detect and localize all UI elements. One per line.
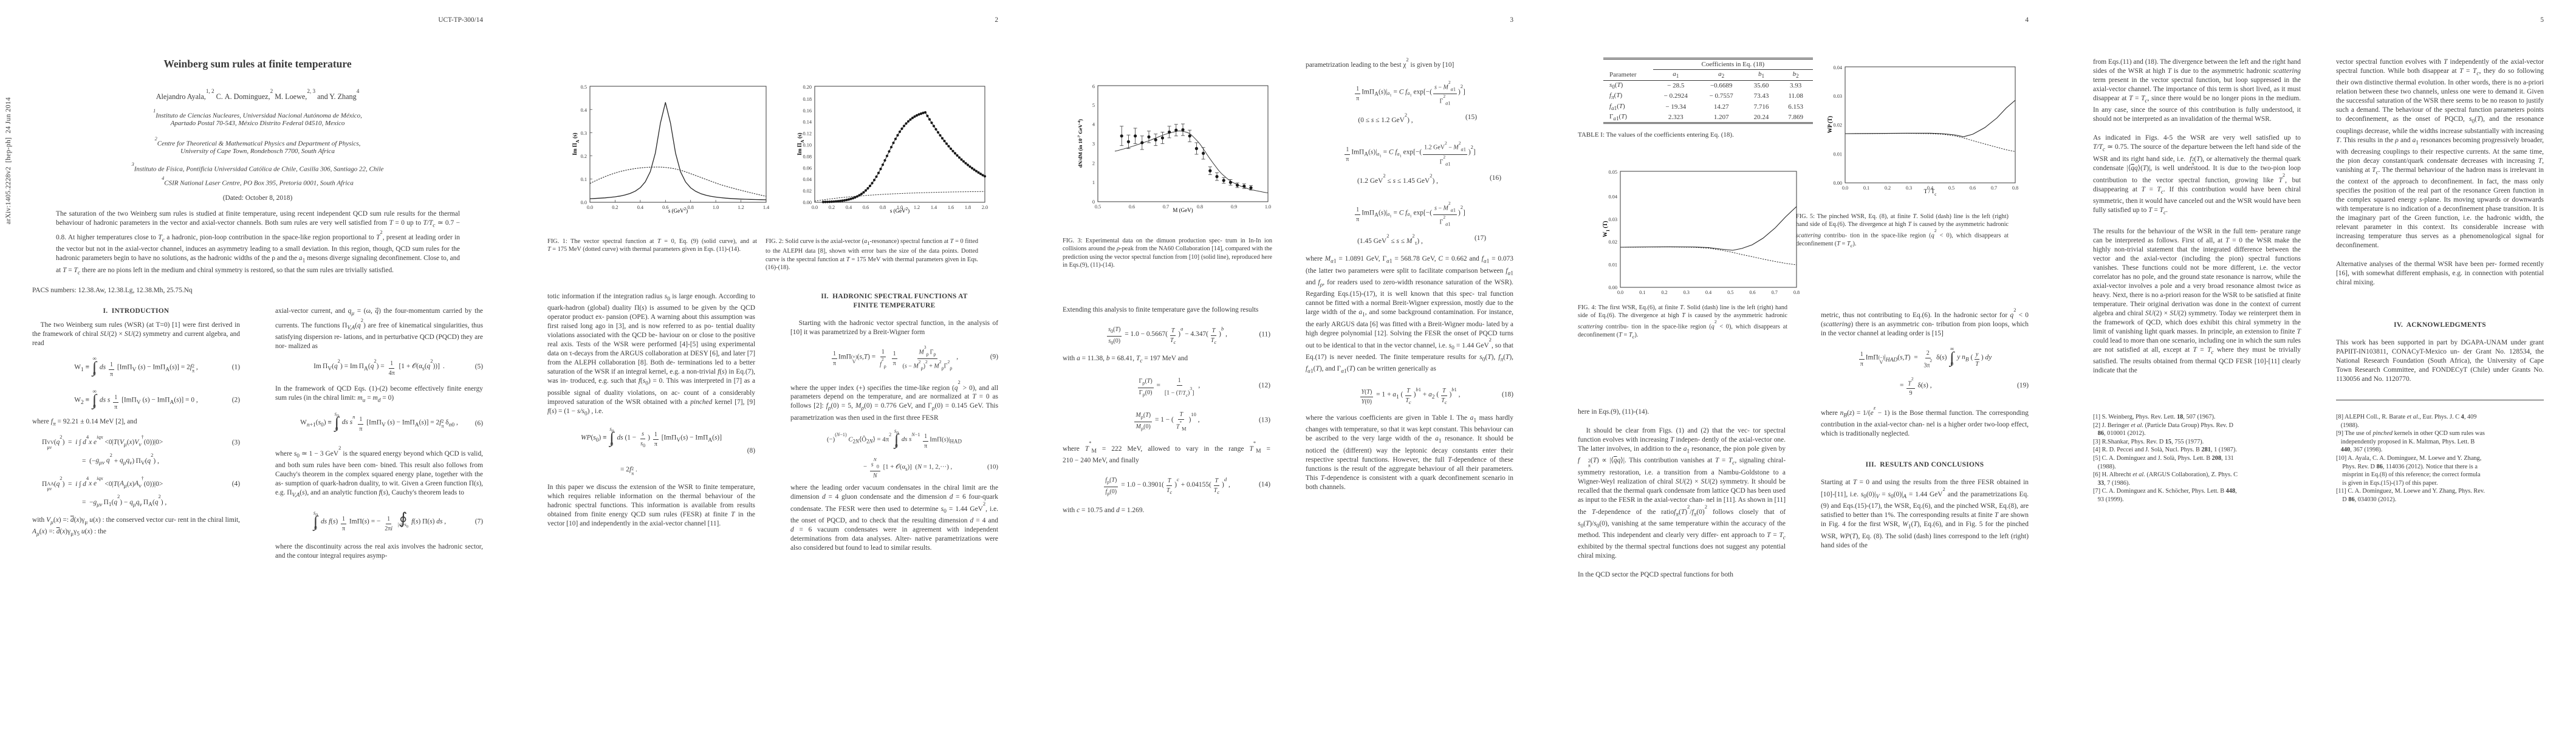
svg-text:0.8: 0.8 <box>1793 290 1800 295</box>
svg-text:0.01: 0.01 <box>1608 262 1617 268</box>
svg-text:T / Tc: T / Tc <box>1924 188 1937 197</box>
svg-text:0.3: 0.3 <box>1906 185 1912 191</box>
svg-text:0.7: 0.7 <box>1991 185 1997 191</box>
svg-text:0.02: 0.02 <box>1833 123 1842 128</box>
svg-text:0.00: 0.00 <box>1833 180 1842 186</box>
svg-text:2.0: 2.0 <box>982 205 988 210</box>
svg-text:0.04: 0.04 <box>1608 194 1617 199</box>
svg-text:0.5: 0.5 <box>1727 290 1733 295</box>
svg-text:0.2: 0.2 <box>612 205 618 210</box>
svg-text:1.8: 1.8 <box>965 205 971 210</box>
svg-text:4: 4 <box>1092 122 1095 128</box>
svg-text:0.8: 0.8 <box>2012 185 2018 191</box>
svg-text:2: 2 <box>1092 160 1095 166</box>
svg-text:0.03: 0.03 <box>1608 217 1617 222</box>
svg-text:6: 6 <box>1092 84 1095 89</box>
svg-text:0.0: 0.0 <box>1842 185 1848 191</box>
svg-text:0.01: 0.01 <box>1833 151 1842 157</box>
svg-text:0.0: 0.0 <box>1617 290 1623 295</box>
svg-text:0.1: 0.1 <box>1639 290 1645 295</box>
svg-text:0.3: 0.3 <box>581 131 587 136</box>
svg-text:WP (T): WP (T) <box>1827 116 1833 133</box>
svg-text:0.6: 0.6 <box>863 205 869 210</box>
svg-text:0.5: 0.5 <box>1948 185 1954 191</box>
svg-text:dN/dM (in 10-7 GeV-4): dN/dM (in 10-7 GeV-4) <box>1077 119 1084 168</box>
svg-text:0.7: 0.7 <box>1772 290 1778 295</box>
svg-text:5: 5 <box>1092 103 1095 108</box>
svg-text:0.8: 0.8 <box>880 205 886 210</box>
svg-text:0.4: 0.4 <box>1705 290 1712 295</box>
svg-text:0.14: 0.14 <box>803 120 812 125</box>
svg-text:0.5: 0.5 <box>581 84 587 90</box>
svg-text:Im ΠA (s): Im ΠA (s) <box>572 132 580 155</box>
svg-text:0.16: 0.16 <box>803 108 812 114</box>
svg-text:0.2: 0.2 <box>829 205 835 210</box>
svg-text:0.20: 0.20 <box>803 84 812 90</box>
svg-text:1.0: 1.0 <box>713 205 719 210</box>
svg-text:0.0: 0.0 <box>812 205 818 210</box>
svg-text:0.2: 0.2 <box>1661 290 1667 295</box>
svg-text:0.04: 0.04 <box>1833 65 1842 70</box>
svg-text:0.02: 0.02 <box>1608 239 1617 245</box>
svg-text:0.0: 0.0 <box>587 205 593 210</box>
svg-text:1.2: 1.2 <box>914 205 920 210</box>
svg-text:0.6: 0.6 <box>1749 290 1755 295</box>
svg-text:0.2: 0.2 <box>581 154 587 159</box>
svg-text:W1 (T): W1 (T) <box>1602 221 1611 238</box>
svg-text:0.5: 0.5 <box>1095 204 1101 210</box>
svg-text:0.00: 0.00 <box>1608 285 1617 290</box>
svg-text:0.03: 0.03 <box>1833 94 1842 99</box>
svg-text:3: 3 <box>1092 142 1095 147</box>
svg-text:0.6: 0.6 <box>1970 185 1976 191</box>
svg-text:0.05: 0.05 <box>1608 169 1617 175</box>
svg-text:0.3: 0.3 <box>1684 290 1690 295</box>
svg-text:M (GeV): M (GeV) <box>1173 207 1193 213</box>
svg-text:s (GeV2): s (GeV2) <box>668 207 688 214</box>
svg-text:0.12: 0.12 <box>803 131 812 137</box>
svg-text:0.9: 0.9 <box>1231 204 1237 210</box>
svg-text:s (GeV2): s (GeV2) <box>890 207 909 214</box>
svg-text:0.2: 0.2 <box>1885 185 1891 191</box>
svg-text:1.2: 1.2 <box>738 205 744 210</box>
svg-text:0.4: 0.4 <box>637 205 644 210</box>
svg-text:0.1: 0.1 <box>581 177 587 182</box>
svg-text:0.6: 0.6 <box>1129 204 1135 210</box>
svg-text:0.06: 0.06 <box>803 165 812 171</box>
svg-text:0.4: 0.4 <box>846 205 852 210</box>
svg-text:1.6: 1.6 <box>948 205 954 210</box>
svg-text:0.02: 0.02 <box>803 188 812 194</box>
svg-text:1.0: 1.0 <box>1265 204 1271 210</box>
svg-text:0.7: 0.7 <box>1163 204 1169 210</box>
svg-text:1: 1 <box>1092 180 1095 185</box>
svg-text:0.0: 0.0 <box>581 200 587 205</box>
svg-text:1.4: 1.4 <box>763 205 770 210</box>
svg-text:0.4: 0.4 <box>581 108 587 113</box>
svg-text:0.04: 0.04 <box>803 177 812 182</box>
svg-text:0.8: 0.8 <box>1197 204 1203 210</box>
svg-text:1.4: 1.4 <box>931 205 937 210</box>
svg-text:0.08: 0.08 <box>803 154 812 159</box>
svg-text:0.18: 0.18 <box>803 97 812 102</box>
svg-text:0.00: 0.00 <box>803 200 812 205</box>
svg-text:0.1: 0.1 <box>1863 185 1869 191</box>
svg-text:0.8: 0.8 <box>688 205 694 210</box>
